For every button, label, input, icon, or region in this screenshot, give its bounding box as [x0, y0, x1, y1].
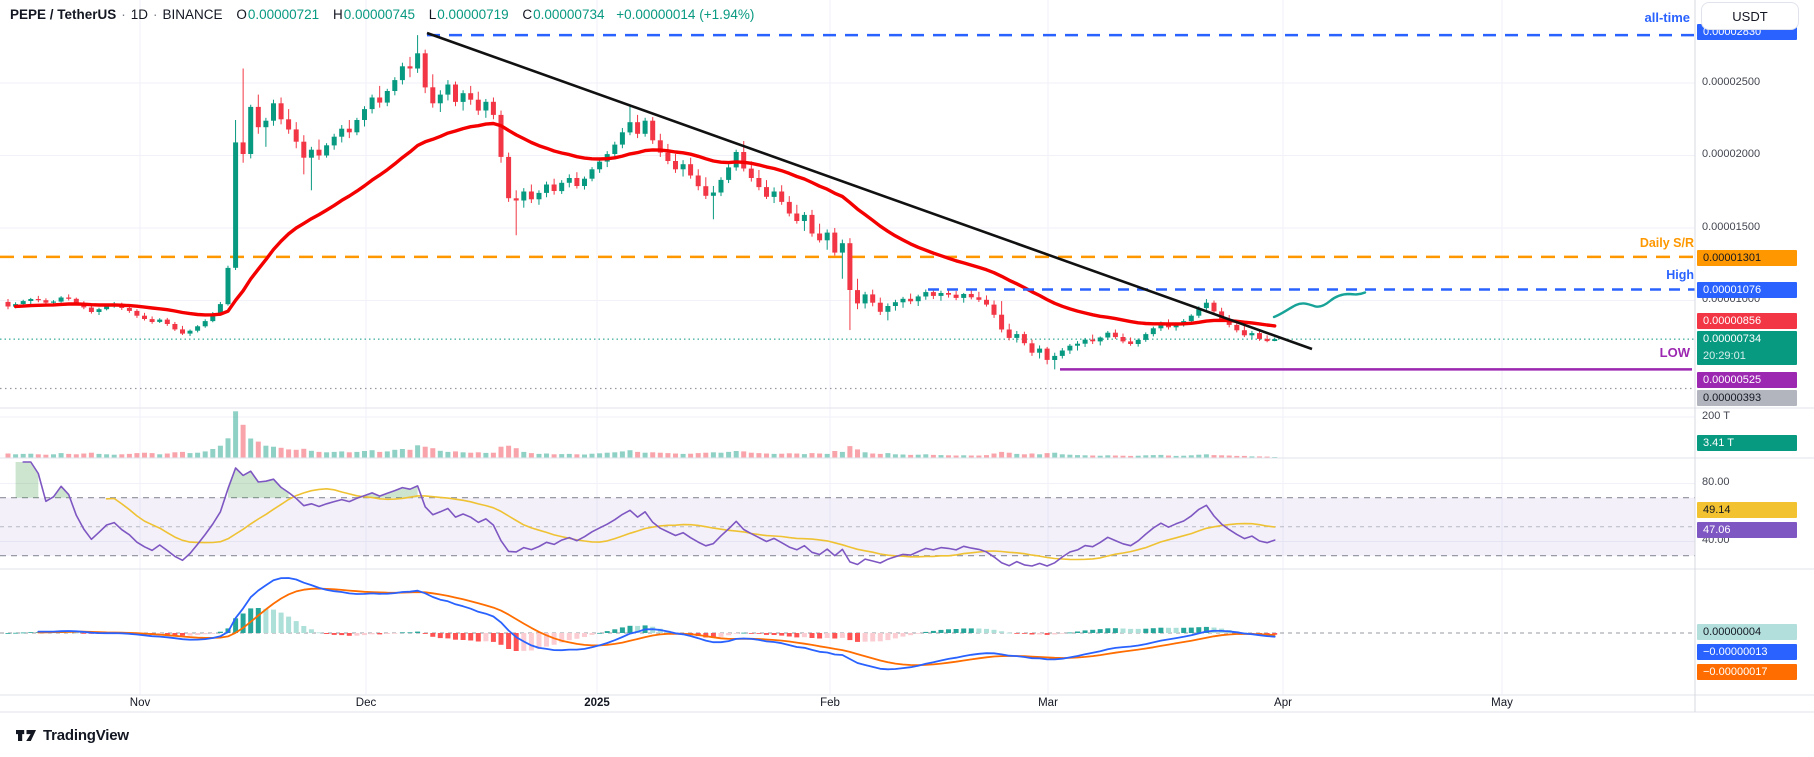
close-label: C	[522, 7, 533, 22]
high-value: 0.00000745	[343, 7, 416, 22]
candle-countdown: 20:29:01	[1703, 350, 1746, 362]
time-axis-label: Nov	[129, 697, 151, 709]
support-price-label: 0.00000393	[1697, 390, 1797, 406]
time-axis-label-year: 2025	[584, 697, 610, 709]
time-axis-label: Apr	[1274, 697, 1292, 709]
close-value: 0.00000734	[533, 7, 605, 22]
open-value: 0.00000721	[247, 7, 320, 22]
exchange-label: BINANCE	[162, 7, 223, 22]
change-value: +0.00000014 (+1.94%)	[616, 7, 755, 22]
currency-toggle-button[interactable]: USDT	[1701, 2, 1799, 30]
macd-hist-value-label: 0.00000004	[1697, 624, 1797, 640]
chart-legend: PEPE / TetherUS · 1D · BINANCE O0.00000721 H…	[10, 7, 754, 22]
ma-price-label: 0.00000856	[1697, 313, 1797, 329]
rsi-ma-value-label: 49.14	[1697, 502, 1797, 518]
price-tick: 0.00001500	[1702, 221, 1761, 233]
daily-sr-price-label: 0.00001301	[1697, 250, 1797, 266]
price-tick: 0.00002500	[1702, 76, 1761, 88]
macd-signal-value-label: −0.00000017	[1697, 664, 1797, 680]
last-price-label: 0.00000734 20:29:01	[1697, 331, 1797, 365]
tradingview-attribution[interactable]: TradingView	[16, 727, 129, 744]
tradingview-logo-icon	[16, 730, 36, 741]
high-annotation[interactable]: High	[1666, 268, 1694, 282]
volume-value-label: 3.41 T	[1697, 435, 1797, 451]
high-label: H	[332, 7, 343, 22]
volume-tick: 200 T	[1702, 410, 1730, 422]
time-axis-label: Mar	[1038, 697, 1058, 709]
all-time-annotation[interactable]: all-time	[1644, 10, 1690, 25]
rsi-tick: 80.00	[1702, 476, 1730, 488]
time-axis-label: Dec	[355, 697, 377, 709]
low-annotation[interactable]: LOW	[1659, 345, 1690, 360]
low-label: L	[428, 7, 437, 22]
rsi-value-label: 47.06	[1697, 522, 1797, 538]
time-scale[interactable]	[0, 695, 1695, 713]
separator-dot: ·	[153, 7, 158, 22]
time-axis-label: May	[1491, 697, 1513, 709]
price-tick: 0.00002000	[1702, 148, 1761, 160]
separator-dot: ·	[121, 7, 126, 22]
symbol-name[interactable]: PEPE / TetherUS	[10, 7, 117, 22]
low-price-label: 0.00000525	[1697, 372, 1797, 388]
open-label: O	[236, 7, 247, 22]
last-price-value: 0.00000734	[1703, 333, 1762, 345]
timeframe-label[interactable]: 1D	[130, 7, 149, 22]
high-price-label: 0.00001076	[1697, 282, 1797, 298]
time-axis-label: Feb	[820, 697, 840, 709]
macd-value-label: −0.00000013	[1697, 644, 1797, 660]
low-value: 0.00000719	[437, 7, 509, 22]
daily-sr-annotation[interactable]: Daily S/R	[1639, 236, 1694, 250]
brand-name: TradingView	[43, 727, 129, 744]
